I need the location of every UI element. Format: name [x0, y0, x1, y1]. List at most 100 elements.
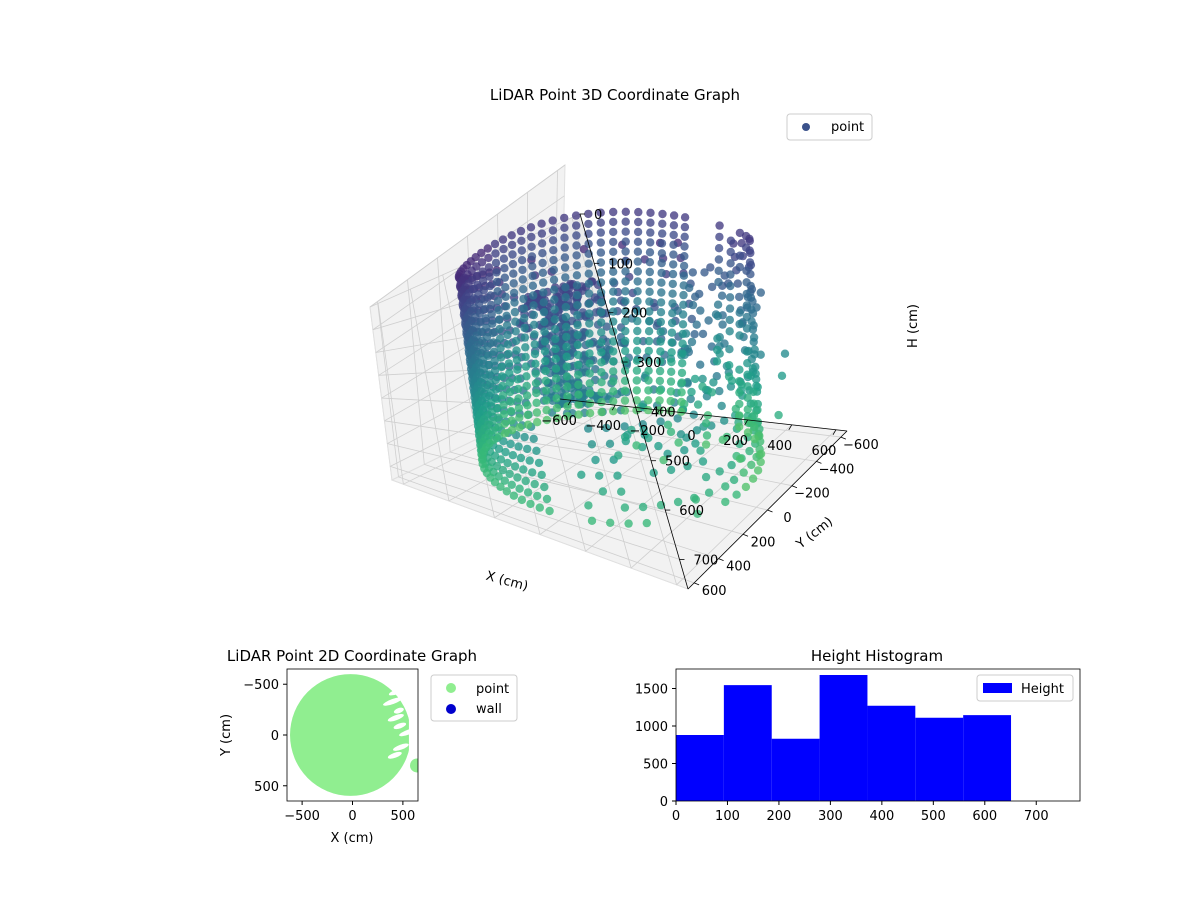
data-point: [644, 356, 653, 365]
data-point: [745, 446, 754, 456]
grid-x-back: [377, 303, 404, 485]
data-point: [645, 248, 655, 257]
x-tick-label: −600: [541, 414, 577, 429]
data-point: [503, 330, 512, 340]
chart-histogram-legend-label: Height: [1021, 682, 1064, 697]
data-point: [584, 259, 593, 268]
data-point: [511, 336, 521, 346]
data-point: [585, 329, 594, 338]
histogram-bar: [867, 705, 916, 801]
data-point: [597, 378, 606, 387]
data-point: [609, 247, 618, 256]
data-point: [596, 248, 606, 257]
chart-2d-plot: −500 500 0 0 500 −500: [243, 668, 419, 824]
data-point: [584, 501, 593, 510]
data-point: [609, 307, 618, 316]
data-point: [491, 249, 500, 258]
data-point: [490, 239, 500, 249]
data-point: [735, 377, 744, 386]
data-point: [563, 382, 572, 391]
data-point: [621, 247, 630, 256]
data-point: [680, 222, 690, 232]
data-point: [704, 316, 713, 325]
data-point: [491, 258, 501, 268]
data-point: [690, 330, 699, 339]
data-point: [596, 308, 606, 317]
data-point: [574, 400, 583, 409]
data-point: [658, 219, 667, 228]
data-point: [591, 455, 600, 465]
data-point: [633, 227, 643, 237]
data-point: [530, 330, 539, 339]
data-point: [573, 291, 582, 300]
z-tick-label: 300: [637, 356, 662, 371]
data-point: [510, 307, 520, 317]
data-point: [666, 406, 675, 416]
data-point: [496, 482, 505, 491]
data-point: [709, 378, 718, 387]
data-point: [633, 297, 642, 306]
data-point: [551, 354, 560, 363]
grid-y-left: [377, 301, 399, 477]
data-point: [644, 376, 653, 385]
data-point: [620, 406, 630, 415]
data-point: [602, 423, 611, 433]
data-point: [493, 287, 502, 296]
data-point: [749, 411, 759, 420]
data-point: [715, 232, 724, 242]
data-point: [691, 439, 700, 448]
data-point: [532, 446, 541, 455]
chart-2d-title: LiDAR Point 2D Coordinate Graph: [227, 647, 477, 665]
data-point: [529, 301, 538, 310]
data-point: [677, 388, 686, 397]
data-point: [712, 357, 722, 366]
data-point: [499, 410, 509, 419]
data-point: [529, 320, 539, 329]
data-point: [498, 381, 507, 391]
data-point: [538, 258, 547, 268]
data-point: [491, 375, 500, 385]
data-point: [696, 306, 705, 315]
data-point: [733, 279, 742, 288]
data-point: [584, 289, 594, 298]
data-point: [527, 252, 537, 261]
data-point: [742, 243, 751, 252]
data-point: [484, 253, 493, 263]
chart-3d: LiDAR Point 3D Coordinate Graph −600 −400…: [369, 86, 921, 599]
data-point: [585, 399, 595, 408]
data-point: [726, 270, 735, 279]
chart-3d-zlabel: H (cm): [906, 304, 921, 348]
data-point: [480, 295, 489, 304]
data-point: [687, 314, 696, 324]
point-cloud-gap: [393, 707, 404, 714]
data-point: [573, 320, 582, 330]
data-point: [561, 273, 570, 282]
data-point: [514, 442, 523, 451]
data-point: [743, 382, 752, 391]
z-tick-label: 400: [651, 405, 676, 420]
data-point: [714, 266, 723, 275]
data-point: [750, 434, 759, 444]
data-point: [533, 418, 542, 427]
data-point: [668, 289, 677, 298]
data-point: [509, 288, 519, 298]
data-point: [585, 409, 595, 418]
data-point: [495, 324, 504, 334]
chart-histogram-plot: 0 100 200 300 400 500 600 700 0 500 1000 1500: [635, 668, 1081, 824]
data-point: [680, 446, 689, 455]
data-point: [552, 374, 561, 383]
data-point: [609, 257, 618, 266]
data-point: [621, 336, 630, 346]
data-point: [560, 223, 569, 232]
data-point: [726, 259, 735, 268]
data-point: [707, 282, 717, 292]
data-point: [679, 281, 688, 290]
data-point: [521, 362, 531, 371]
data-point: [548, 216, 557, 225]
data-point: [621, 297, 630, 306]
data-point: [527, 242, 536, 251]
data-point: [645, 258, 655, 267]
data-point: [585, 389, 595, 398]
point-cloud-blob: [409, 758, 418, 773]
